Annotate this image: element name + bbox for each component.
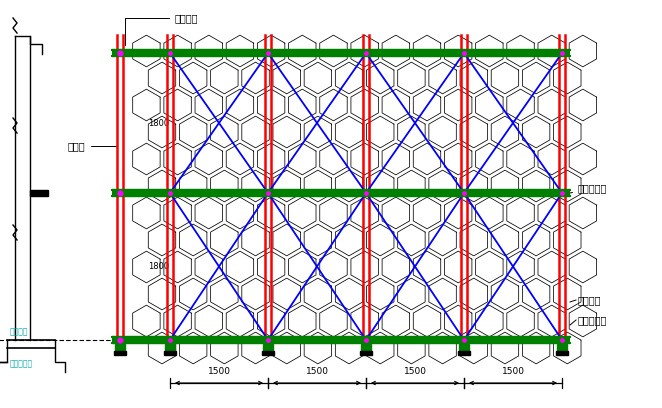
Text: 外架砼基础: 外架砼基础: [10, 359, 33, 368]
Bar: [263, 344, 273, 351]
Text: 1800: 1800: [148, 262, 169, 271]
Bar: [262, 351, 274, 355]
Text: 钢管剪刀撑: 钢管剪刀撑: [578, 315, 607, 325]
Text: 1800: 1800: [148, 118, 169, 127]
Bar: [459, 344, 469, 351]
Bar: [164, 351, 176, 355]
Bar: [360, 351, 372, 355]
Text: 钢管立杆: 钢管立杆: [578, 295, 602, 305]
Text: 自然地面: 自然地面: [10, 327, 28, 336]
Bar: [115, 344, 125, 351]
Text: 1500: 1500: [404, 367, 426, 376]
Text: 钢管水平杆: 钢管水平杆: [570, 183, 607, 193]
Bar: [165, 344, 175, 351]
Text: 脚手板: 脚手板: [68, 141, 117, 187]
Bar: [114, 351, 126, 355]
Bar: [361, 344, 371, 351]
Text: 1500: 1500: [305, 367, 328, 376]
Text: 1500: 1500: [502, 367, 524, 376]
Text: 1500: 1500: [207, 367, 230, 376]
Bar: [30, 190, 48, 196]
Bar: [556, 351, 568, 355]
Bar: [458, 351, 470, 355]
Text: 安全立网: 安全立网: [125, 13, 199, 45]
Bar: [557, 344, 567, 351]
